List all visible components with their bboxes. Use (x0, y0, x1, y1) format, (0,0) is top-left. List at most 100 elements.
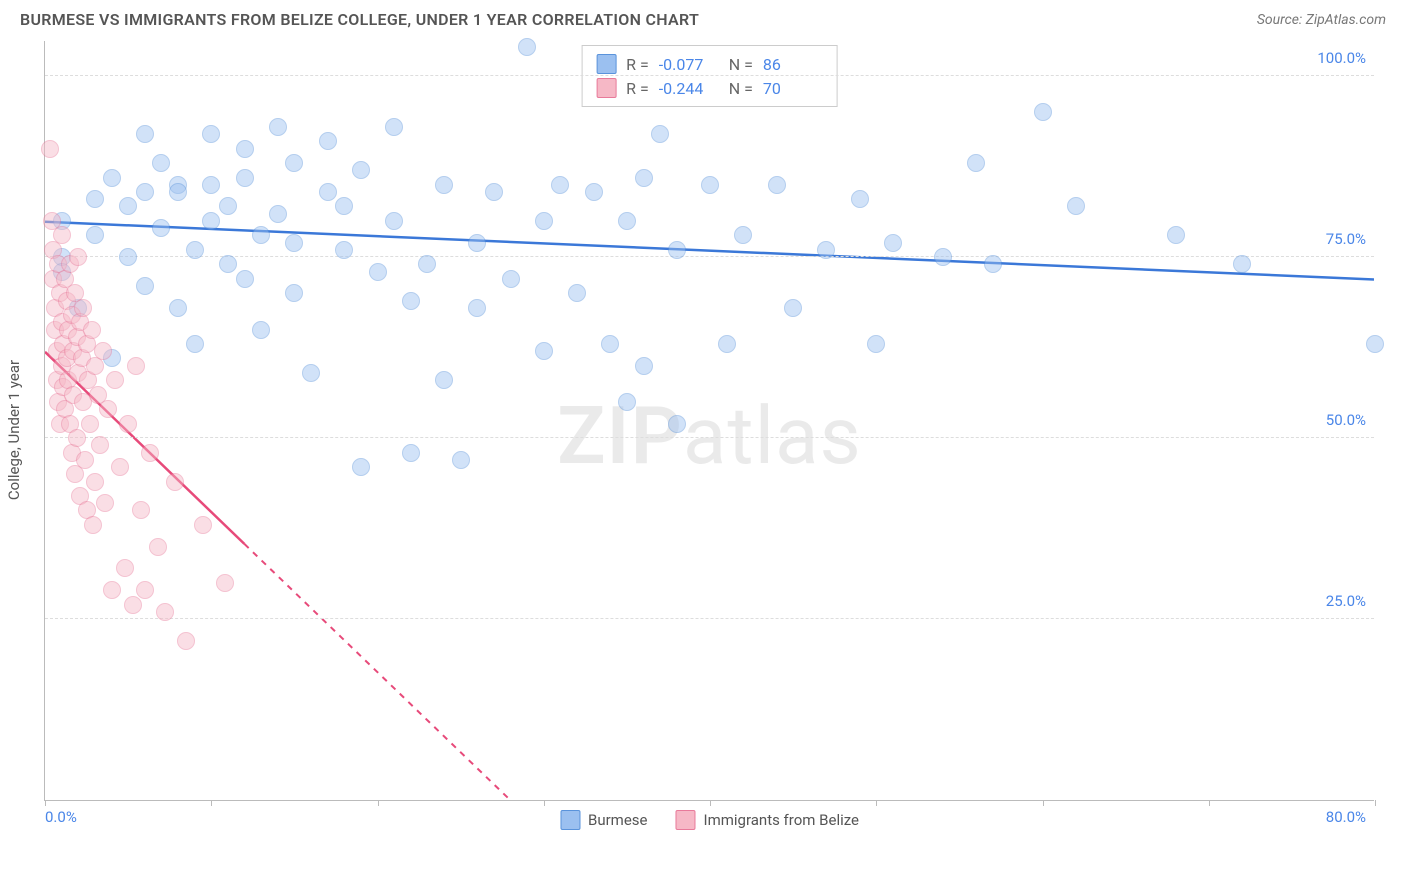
r-label: R = (626, 79, 649, 98)
scatter-point (518, 38, 536, 56)
scatter-point (252, 321, 270, 339)
scatter-point (535, 342, 553, 360)
scatter-point (141, 444, 159, 462)
x-tick (378, 800, 379, 806)
r-value-belize: -0.244 (659, 79, 719, 98)
scatter-point (202, 176, 220, 194)
scatter-point (551, 176, 569, 194)
scatter-point (402, 444, 420, 462)
scatter-point (319, 183, 337, 201)
scatter-point (352, 458, 370, 476)
scatter-point (335, 241, 353, 259)
scatter-point (74, 299, 92, 317)
scatter-point (934, 248, 952, 266)
scatter-point (119, 197, 137, 215)
scatter-point (1034, 103, 1052, 121)
gridline-h (45, 618, 1374, 619)
x-tick (1375, 800, 1376, 806)
y-axis-label: College, Under 1 year (5, 360, 23, 500)
scatter-point (718, 335, 736, 353)
scatter-point (111, 458, 129, 476)
scatter-point (76, 451, 94, 469)
scatter-point (194, 516, 212, 534)
scatter-point (851, 190, 869, 208)
scatter-point (86, 473, 104, 491)
scatter-point (103, 169, 121, 187)
x-tick-max: 80.0% (1326, 808, 1366, 826)
x-tick (876, 800, 877, 806)
chart-container: College, Under 1 year ZIPatlas R = -0.07… (44, 41, 1386, 801)
x-tick (45, 800, 46, 806)
scatter-point (53, 226, 71, 244)
scatter-point (468, 299, 486, 317)
scatter-point (1167, 226, 1185, 244)
scatter-point (385, 118, 403, 136)
scatter-point (96, 494, 114, 512)
scatter-point (216, 574, 234, 592)
scatter-point (166, 473, 184, 491)
scatter-point (124, 596, 142, 614)
scatter-point (236, 270, 254, 288)
scatter-point (132, 501, 150, 519)
scatter-point (177, 632, 195, 650)
y-tick-label: 25.0% (1326, 592, 1366, 610)
scatter-point (236, 169, 254, 187)
scatter-point (402, 292, 420, 310)
scatter-point (285, 284, 303, 302)
y-tick-label: 100.0% (1317, 49, 1366, 67)
scatter-point (269, 205, 287, 223)
y-tick-label: 50.0% (1326, 411, 1366, 429)
scatter-point (984, 255, 1002, 273)
scatter-point (352, 161, 370, 179)
scatter-point (618, 212, 636, 230)
scatter-point (186, 335, 204, 353)
y-tick-label: 75.0% (1326, 230, 1366, 248)
legend-item-belize: Immigrants from Belize (676, 810, 860, 830)
stats-row-belize: R = -0.244 N = 70 (596, 76, 823, 100)
scatter-point (867, 335, 885, 353)
scatter-point (385, 212, 403, 230)
scatter-point (651, 125, 669, 143)
stats-row-burmese: R = -0.077 N = 86 (596, 52, 823, 76)
x-tick (1209, 800, 1210, 806)
scatter-point (585, 183, 603, 201)
scatter-point (967, 154, 985, 172)
scatter-point (186, 241, 204, 259)
scatter-point (86, 190, 104, 208)
scatter-point (701, 176, 719, 194)
scatter-point (635, 357, 653, 375)
scatter-point (68, 429, 86, 447)
n-value-belize: 70 (763, 79, 823, 98)
scatter-point (136, 125, 154, 143)
scatter-point (601, 335, 619, 353)
scatter-point (734, 226, 752, 244)
r-label: R = (626, 55, 649, 74)
scatter-point (149, 538, 167, 556)
scatter-point (83, 321, 101, 339)
r-value-burmese: -0.077 (659, 55, 719, 74)
scatter-point (435, 176, 453, 194)
scatter-point (119, 248, 137, 266)
scatter-point (1067, 197, 1085, 215)
scatter-point (169, 183, 187, 201)
scatter-point (302, 364, 320, 382)
scatter-point (369, 263, 387, 281)
scatter-point (435, 371, 453, 389)
scatter-point (202, 125, 220, 143)
chart-header: BURMESE VS IMMIGRANTS FROM BELIZE COLLEG… (0, 0, 1406, 41)
gridline-h (45, 75, 1374, 76)
scatter-point (252, 226, 270, 244)
scatter-point (817, 241, 835, 259)
scatter-point (418, 255, 436, 273)
x-tick (710, 800, 711, 806)
x-tick (544, 800, 545, 806)
scatter-point (106, 371, 124, 389)
scatter-point (236, 140, 254, 158)
legend-swatch-belize (676, 810, 696, 830)
scatter-point (84, 516, 102, 534)
scatter-point (485, 183, 503, 201)
legend-label-belize: Immigrants from Belize (704, 811, 860, 829)
n-value-burmese: 86 (763, 55, 823, 74)
scatter-point (152, 154, 170, 172)
scatter-point (169, 299, 187, 317)
